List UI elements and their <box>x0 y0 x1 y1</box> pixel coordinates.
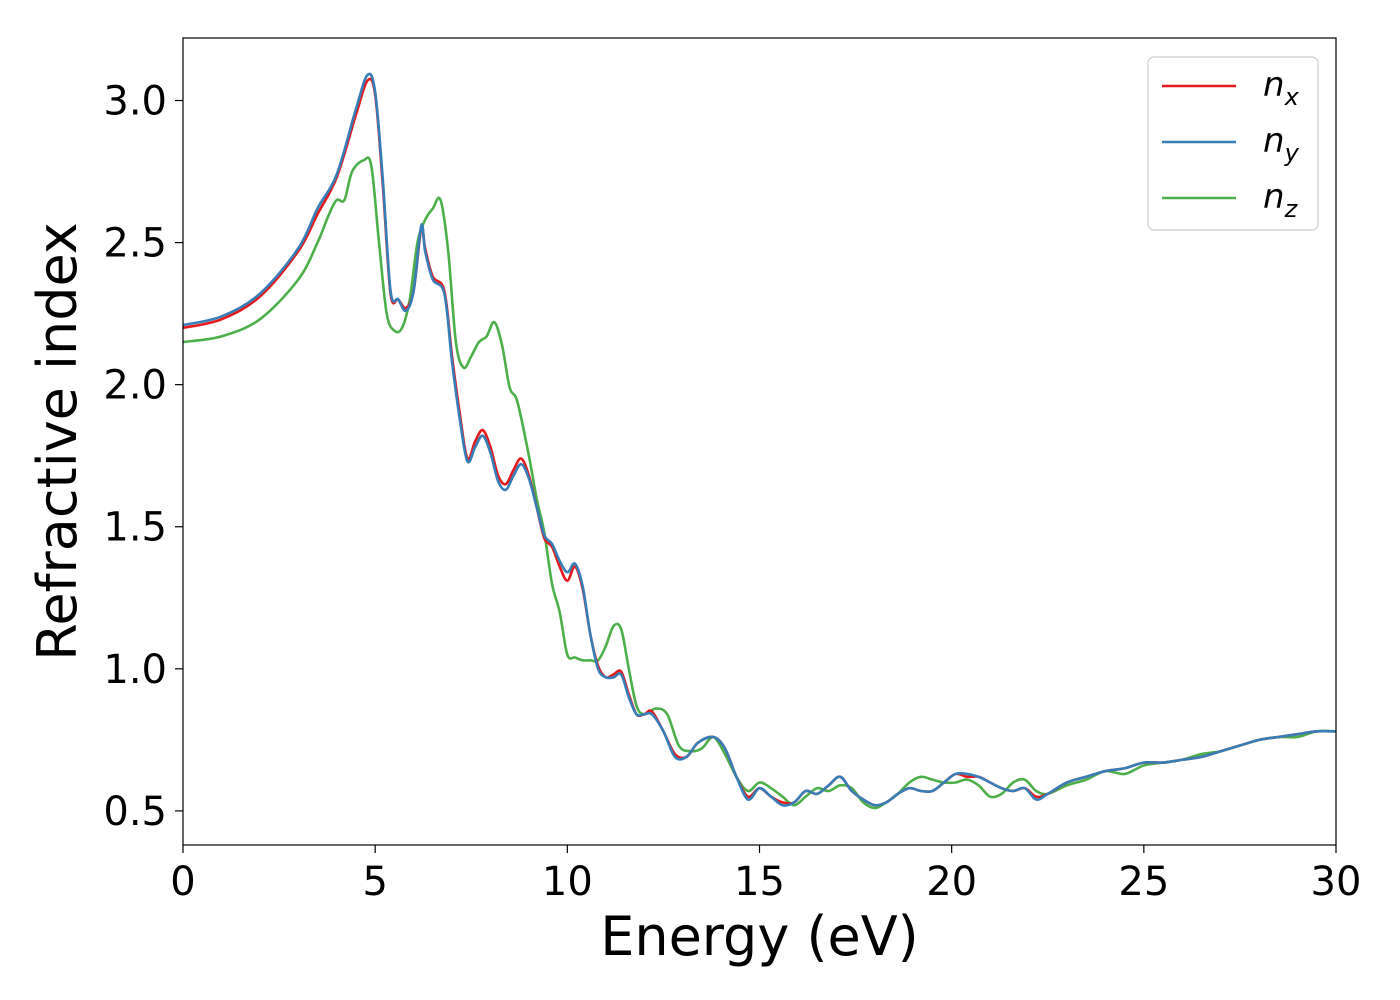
x-tick-label: 15 <box>734 859 785 905</box>
legend-label-nx: nx <box>1263 65 1300 111</box>
y-tick-label: 0.5 <box>103 789 167 835</box>
series-line-ny <box>183 72 1336 807</box>
y-axis-label: Refractive index <box>26 222 89 661</box>
series-layer <box>183 72 1336 810</box>
legend-box <box>1147 56 1319 231</box>
x-tick-label: 20 <box>926 859 977 905</box>
legend: nx ny nz <box>1147 56 1319 231</box>
x-axis-ticks: 0 5 10 15 20 25 30 <box>170 845 1361 905</box>
y-tick-label: 1.5 <box>103 505 167 551</box>
y-tick-label: 3.0 <box>103 79 167 125</box>
x-axis-label: Energy (eV) <box>600 905 919 968</box>
x-tick-label: 0 <box>170 859 195 905</box>
series-line-nz <box>183 156 1336 810</box>
legend-label-ny: ny <box>1263 121 1300 167</box>
y-tick-label: 2.5 <box>103 221 167 267</box>
x-tick-label: 10 <box>542 859 593 905</box>
x-tick-label: 30 <box>1311 859 1362 905</box>
x-tick-label: 5 <box>362 859 387 905</box>
y-tick-label: 2.0 <box>103 363 167 409</box>
x-tick-label: 25 <box>1118 859 1169 905</box>
legend-label-nz: nz <box>1263 177 1299 223</box>
y-tick-label: 1.0 <box>103 647 167 693</box>
y-axis-ticks: 0.5 1.0 1.5 2.0 2.5 3.0 <box>103 79 183 835</box>
